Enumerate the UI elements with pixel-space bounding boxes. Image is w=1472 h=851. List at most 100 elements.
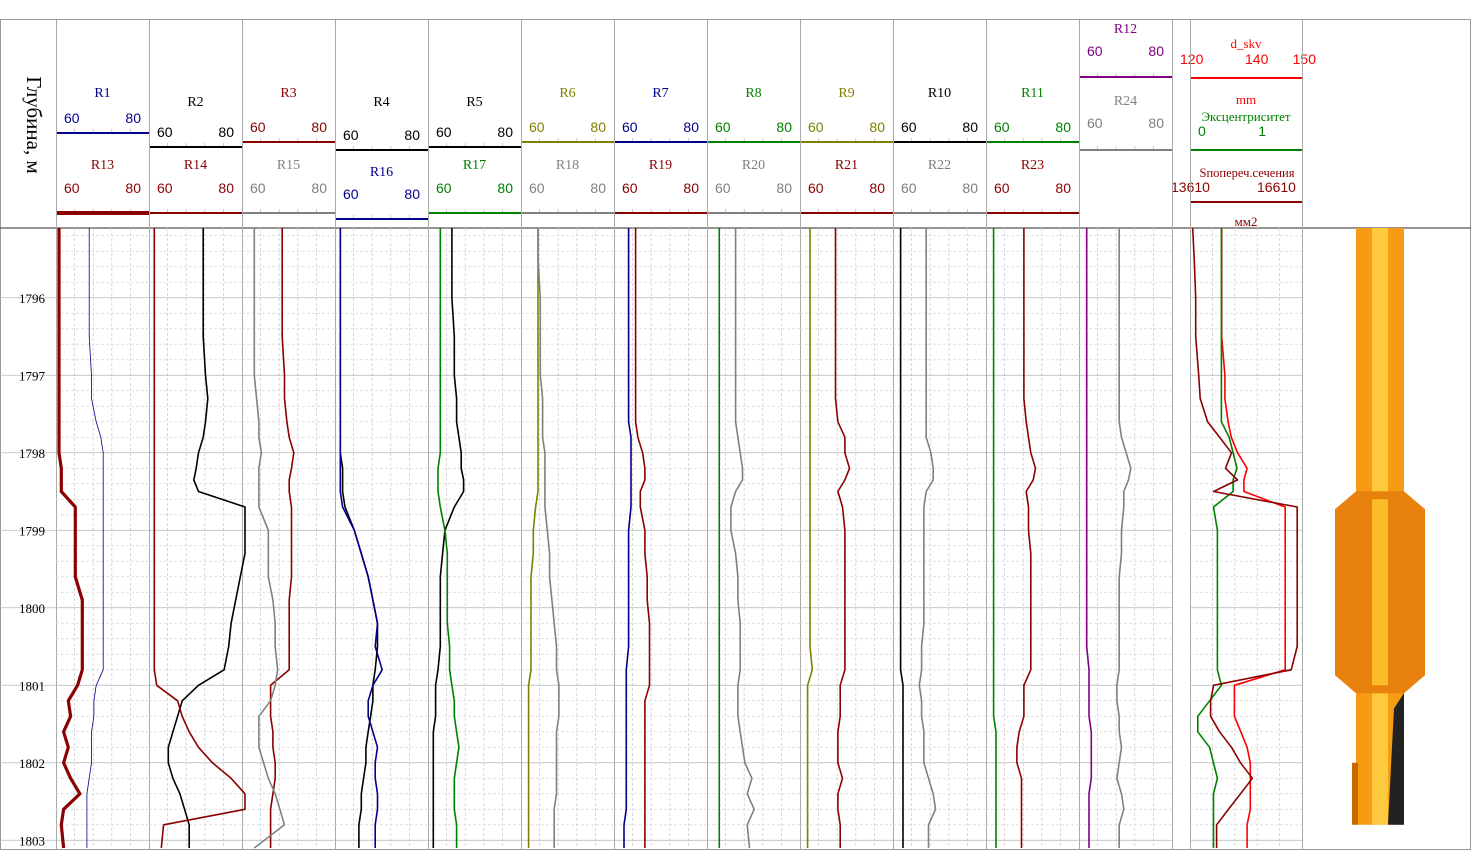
curve-r3 [269, 228, 295, 848]
scale-min-label: 60 [250, 180, 266, 196]
curve-name-r21: R21 [835, 158, 858, 173]
scale-max-label: 80 [776, 180, 792, 196]
scale-max-label: 80 [1148, 43, 1164, 59]
curve-r16 [339, 228, 384, 848]
curves [57, 227, 1298, 849]
scale-min-label: 60 [250, 119, 266, 135]
curve-name-r19: R19 [649, 158, 672, 173]
depth-tick-label: 1800 [19, 601, 45, 616]
curve-name-r20: R20 [742, 158, 765, 173]
scale-min-label: 60 [1087, 115, 1103, 131]
depth-tick-label: 1798 [19, 446, 45, 461]
scale-min-label: 60 [901, 180, 917, 196]
scale-mid-label: 140 [1245, 51, 1269, 67]
scale-min-label: 60 [343, 186, 359, 202]
pipe-shadow [1388, 693, 1404, 825]
depth-tick-label: 1797 [19, 368, 46, 383]
curve-r6 [527, 228, 539, 848]
scale-min-label: 60 [622, 180, 638, 196]
scale-min-label: 60 [436, 180, 452, 196]
curve-r14 [153, 228, 246, 849]
outer-frame [0, 19, 1471, 850]
scale-min-label: 60 [715, 119, 731, 135]
curve-r18 [537, 228, 560, 848]
curve-d_skv [1220, 228, 1286, 848]
scale-min-label: 0 [1198, 123, 1206, 139]
curve-name-r14: R14 [184, 158, 207, 173]
scale-min-label: 60 [901, 119, 917, 135]
scale-max-label: 80 [218, 124, 234, 140]
curve-r5 [432, 228, 465, 848]
curve-r23 [1016, 228, 1037, 848]
curve-sпопереч.сечения [1191, 227, 1298, 848]
scale-min-label: 60 [64, 110, 80, 126]
curve-name-r1: R1 [94, 86, 110, 101]
curve-r9 [806, 228, 814, 848]
scale-min-label: 60 [529, 119, 545, 135]
scale-min-label: 60 [715, 180, 731, 196]
scale-max-label: 80 [1055, 180, 1071, 196]
curve-r13 [57, 228, 84, 849]
curve-name-r17: R17 [463, 158, 486, 173]
scale-min-label: 60 [64, 180, 80, 196]
depth-tick-label: 1799 [19, 523, 45, 538]
scale-max-label: 80 [125, 180, 141, 196]
curve-name-r8: R8 [745, 86, 761, 101]
scale-max-label: 80 [497, 124, 513, 140]
curve-name-r15: R15 [277, 158, 300, 173]
depth-tick-label: 1801 [19, 678, 45, 693]
scale-min-label: 60 [436, 124, 452, 140]
curve-name-r18: R18 [556, 158, 579, 173]
curve-r21 [834, 228, 851, 848]
scale-max-label: 80 [404, 127, 420, 143]
scale-min-label: 60 [808, 180, 824, 196]
curve-name-r3: R3 [280, 86, 296, 101]
curve-name-r12: R12 [1114, 22, 1137, 37]
curve-r15 [253, 228, 286, 849]
unit-label-mm: mm [1236, 92, 1256, 107]
depth-tick-label: 1803 [19, 833, 45, 848]
scale-min-label: 60 [157, 124, 173, 140]
scale-min-label: 60 [808, 119, 824, 135]
curve-name-r23: R23 [1021, 158, 1044, 173]
scale-max-label: 80 [125, 110, 141, 126]
scale-max-label: 80 [497, 180, 513, 196]
scale-max-label: 80 [218, 180, 234, 196]
scale-max-label: 80 [590, 180, 606, 196]
scale-max-label: 150 [1293, 51, 1317, 67]
curve-r1 [86, 228, 104, 848]
curve-r17 [437, 228, 460, 848]
scale-max-label: 80 [683, 119, 699, 135]
scale-max-label: 80 [962, 180, 978, 196]
scale-min-label: 60 [622, 119, 638, 135]
curve-r19 [634, 228, 651, 848]
curve-r11 [992, 228, 997, 848]
depth-tick-label: 1802 [19, 756, 45, 771]
curve-r10 [899, 228, 904, 848]
curve-name-r13: R13 [91, 158, 114, 173]
scale-min-label: 60 [994, 119, 1010, 135]
curve-r24 [1116, 228, 1132, 848]
scale-min-label: 60 [343, 127, 359, 143]
header-panel: R1 60 80 R13 60 80 R2 60 80 R14 60 80 R3 60 80 R15 60 80 R… [56, 22, 1316, 229]
curve-name-cross-section: Sпопереч.сечения [1200, 166, 1295, 180]
scale-max-label: 16610 [1257, 179, 1296, 195]
depth-tick-label: 1796 [19, 291, 46, 306]
pipe-collar-highlight [1372, 499, 1388, 686]
curve-name-r2: R2 [187, 95, 203, 110]
curve-name-r5: R5 [466, 95, 482, 110]
scale-max-label: 80 [1148, 115, 1164, 131]
pipe-wall-dent [1352, 762, 1358, 825]
curve-name-r4: R4 [373, 95, 389, 110]
scale-max-label: 80 [962, 119, 978, 135]
scale-min-label: 60 [1087, 43, 1103, 59]
scale-min-label: 120 [1180, 51, 1204, 67]
curve-name-r22: R22 [928, 158, 951, 173]
scale-max-label: 80 [311, 119, 327, 135]
curve-name-r6: R6 [559, 86, 575, 101]
scale-max-label: 80 [776, 119, 792, 135]
scale-max-label: 80 [1055, 119, 1071, 135]
unit-label-mm2: мм2 [1235, 214, 1258, 229]
scale-max-label: 80 [869, 119, 885, 135]
